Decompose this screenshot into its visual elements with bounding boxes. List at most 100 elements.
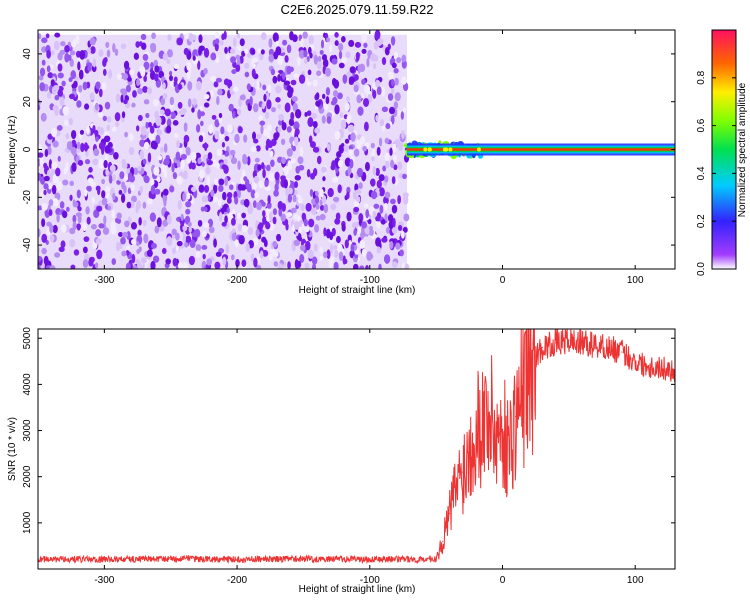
noise-speckle (202, 222, 210, 228)
noise-speckle (355, 189, 362, 195)
noise-speckle (204, 206, 208, 212)
noise-speckle (52, 224, 58, 234)
snr-data-point (521, 393, 523, 395)
snr-y-tick-label: 3000 (22, 419, 33, 442)
heatmap-x-tick-label: -200 (227, 275, 247, 286)
noise-speckle (390, 159, 395, 169)
noise-speckle (332, 177, 338, 183)
noise-speckle (342, 120, 346, 130)
noise-speckle (136, 241, 140, 247)
noise-speckle (216, 95, 220, 106)
noise-speckle (111, 258, 117, 266)
noise-speckle (283, 80, 291, 86)
noise-speckle (182, 262, 189, 269)
noise-speckle (186, 155, 192, 164)
noise-speckle (76, 100, 82, 108)
noise-speckle (266, 201, 272, 209)
noise-speckle (97, 110, 103, 119)
noise-speckle (72, 221, 77, 231)
noise-speckle (150, 140, 156, 150)
noise-speckle (286, 65, 292, 75)
noise-speckle (185, 235, 192, 243)
noise-speckle (333, 79, 340, 89)
noise-speckle (253, 257, 258, 268)
noise-speckle (135, 41, 140, 48)
noise-speckle (56, 124, 63, 131)
noise-speckle (57, 155, 61, 162)
noise-speckle (272, 216, 277, 225)
snr-data-point (508, 448, 510, 450)
noise-speckle (126, 245, 130, 251)
noise-speckle (62, 179, 69, 186)
noise-speckle (196, 124, 201, 133)
noise-speckle (43, 175, 50, 182)
noise-speckle (155, 134, 161, 145)
noise-speckle (102, 115, 107, 122)
noise-speckle (276, 233, 282, 242)
noise-speckle (121, 181, 126, 190)
colorbar-tick-label: 0.8 (696, 70, 707, 84)
noise-speckle (54, 94, 60, 101)
noise-speckle (379, 118, 385, 127)
noise-speckle (120, 94, 124, 103)
noise-speckle (171, 228, 177, 236)
noise-speckle (392, 143, 397, 153)
noise-speckle (326, 249, 331, 260)
noise-speckle (217, 88, 223, 96)
noise-speckle (262, 84, 267, 91)
noise-speckle (314, 195, 320, 205)
noise-speckle (384, 152, 390, 162)
noise-speckle (203, 47, 210, 58)
noise-speckle (241, 212, 247, 219)
noise-speckle (238, 235, 245, 245)
noise-speckle (135, 259, 141, 265)
noise-speckle (274, 251, 279, 258)
noise-speckle (203, 102, 210, 108)
noise-speckle (201, 195, 209, 203)
noise-speckle (180, 159, 185, 170)
noise-speckle (239, 94, 246, 101)
snr-data-point (608, 346, 610, 349)
snr-data-point (442, 540, 444, 542)
noise-speckle (210, 89, 214, 98)
snr-x-tick-label: -300 (94, 575, 114, 586)
noise-speckle (277, 74, 281, 82)
noise-speckle (232, 37, 237, 47)
noise-speckle (315, 203, 320, 210)
noise-speckle (309, 189, 314, 197)
noise-speckle (263, 93, 267, 102)
noise-speckle (152, 255, 160, 263)
noise-speckle (212, 196, 219, 203)
noise-speckle (278, 207, 283, 217)
noise-speckle (321, 93, 326, 99)
noise-speckle (135, 204, 139, 214)
noise-speckle (166, 125, 172, 134)
noise-speckle (323, 203, 329, 214)
noise-speckle (316, 60, 323, 70)
snr-series-line (38, 329, 675, 565)
noise-speckle (206, 258, 212, 266)
noise-speckle (311, 256, 318, 265)
noise-speckle (112, 192, 116, 201)
snr-data-point (647, 365, 650, 367)
noise-speckle (146, 87, 153, 95)
noise-speckle (114, 48, 119, 56)
heatmap-y-tick-label: 20 (22, 96, 33, 108)
noise-speckle (241, 224, 248, 233)
noise-speckle (253, 138, 259, 144)
snr-data-point (634, 360, 636, 362)
noise-speckle (390, 115, 395, 125)
noise-speckle (72, 199, 76, 208)
noise-speckle (375, 167, 380, 177)
noise-speckle (396, 57, 402, 64)
noise-speckle (223, 158, 229, 165)
noise-speckle (211, 114, 217, 120)
snr-data-point (541, 346, 543, 349)
noise-speckle (327, 187, 334, 198)
noise-speckle (305, 202, 312, 212)
noise-speckle (142, 219, 147, 227)
noise-speckle (125, 250, 130, 256)
noise-speckle (250, 253, 255, 262)
noise-speckle (299, 254, 305, 263)
